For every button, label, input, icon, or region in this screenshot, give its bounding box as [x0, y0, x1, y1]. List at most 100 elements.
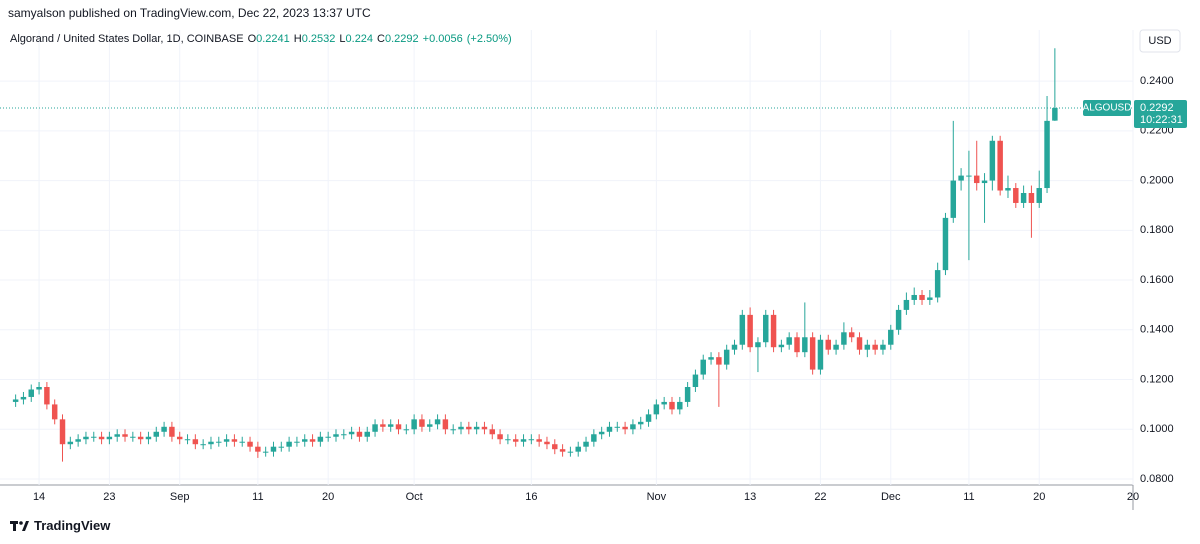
o-value: 0.2241 [256, 33, 290, 45]
x-tick-label: 20 [322, 491, 334, 503]
candle-body [747, 314, 753, 348]
candle-body [51, 404, 58, 420]
l-value: 0.224 [345, 33, 374, 45]
candle-body [583, 441, 589, 447]
candle-body [333, 434, 339, 437]
candle-body [872, 344, 878, 350]
candle-body [458, 426, 464, 430]
candle-body [91, 436, 97, 438]
candle-body [856, 337, 863, 350]
candle-body [239, 441, 245, 443]
candle-body [192, 439, 199, 445]
publish-info: samyalson published on TradingView.com, … [8, 6, 371, 20]
candle-body [755, 342, 761, 348]
candle-body [67, 441, 74, 445]
y-tick-label: 0.1200 [1140, 373, 1174, 385]
x-tick-label: 16 [525, 491, 537, 503]
candle-body [59, 419, 66, 445]
candle-body [442, 419, 449, 430]
x-tick-label: Oct [406, 491, 423, 503]
candle-body [966, 175, 972, 177]
x-tick-label: Sep [170, 491, 190, 503]
candle-body [637, 421, 644, 425]
candle-body [12, 399, 19, 402]
candle-body [895, 309, 902, 330]
candle-body [1044, 120, 1050, 189]
candle-body [739, 314, 746, 345]
candle-body [552, 444, 558, 450]
price-tag [1134, 99, 1187, 128]
candle-body [794, 337, 800, 353]
candle-body [848, 332, 855, 338]
y-tick-label: 0.1600 [1140, 274, 1174, 286]
currency-box[interactable] [1139, 29, 1181, 53]
candle-body [661, 401, 667, 405]
candle-body [473, 426, 480, 430]
candle-body [1036, 188, 1042, 203]
candle-body [723, 349, 730, 365]
candle-body [380, 424, 386, 427]
x-tick-label: 23 [103, 491, 115, 503]
candle-body [614, 426, 621, 428]
candle-body [36, 387, 42, 390]
candle-body [927, 297, 933, 300]
candle-body [200, 444, 206, 446]
candle-body [669, 401, 675, 410]
candle-body [286, 441, 292, 447]
candle-body [778, 344, 785, 348]
candle-body [106, 436, 113, 440]
candle-body [825, 339, 831, 350]
candle-body [184, 439, 191, 441]
candle-body [28, 389, 34, 397]
price-label: 0.2292 [1140, 102, 1174, 114]
candle-body [348, 431, 355, 435]
candle-body [989, 140, 996, 181]
candle-body [591, 434, 597, 442]
candle-body [317, 436, 324, 442]
ohlc: C0.2292 [377, 33, 419, 45]
ohlc: O0.2241 [248, 33, 290, 45]
candle-body [262, 451, 269, 453]
candle-body [677, 401, 683, 410]
candle-body [888, 329, 894, 345]
change: +0.0056 [422, 33, 463, 45]
candle-body [122, 434, 128, 437]
candle-body [223, 439, 230, 442]
candle-body [137, 436, 144, 440]
candle-body [692, 374, 699, 388]
candle-body [1005, 188, 1011, 191]
candle-body [216, 441, 222, 443]
footer-brand[interactable]: TradingView [10, 518, 110, 533]
candle-body [598, 431, 605, 435]
candle-body [411, 419, 417, 430]
y-tick-label: 0.2000 [1140, 174, 1174, 186]
logo [10, 520, 29, 531]
candle-body [231, 439, 238, 442]
change-pct: (+2.50%) [466, 33, 512, 45]
candle-body [911, 294, 917, 300]
symbol-tag [1083, 99, 1131, 116]
x-tick-label: 14 [33, 491, 45, 503]
candle-body [1020, 193, 1027, 203]
candle-body [20, 396, 27, 400]
candle-body [630, 424, 636, 430]
h-value: 0.2532 [301, 33, 336, 45]
candle-body [645, 414, 652, 422]
candle-body [325, 436, 331, 438]
x-tick-label: 11 [963, 491, 974, 503]
x-tick-label: 20 [1127, 491, 1139, 503]
candle-body [434, 419, 441, 425]
candle-body [481, 426, 488, 430]
candle-body [83, 436, 89, 440]
candle-body [520, 439, 527, 442]
o-label: O [247, 33, 257, 45]
candle-body [161, 426, 167, 432]
x-tick-label: 22 [814, 491, 826, 503]
candle-body [903, 299, 910, 310]
candle-body [294, 441, 300, 443]
candle-body [958, 175, 964, 181]
candle-body [489, 429, 496, 435]
candle-body [817, 339, 824, 370]
candle-body [981, 180, 988, 184]
